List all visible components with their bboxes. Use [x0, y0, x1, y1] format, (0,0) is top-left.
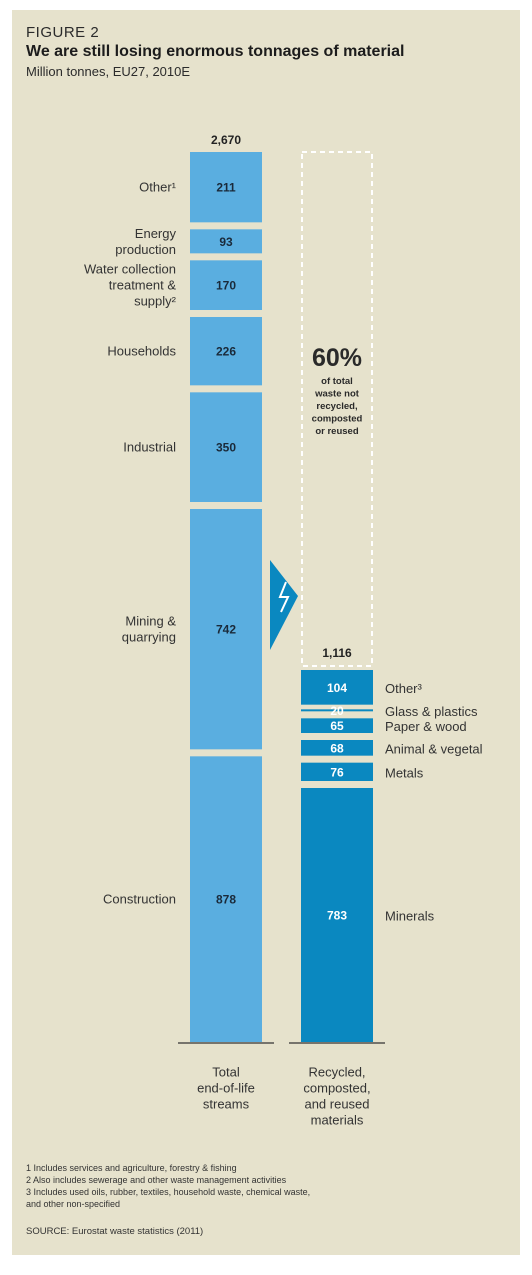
segment-value-label: 93 — [219, 235, 233, 249]
bar-segment-recycled-4 — [301, 709, 373, 712]
segment-value-label: 170 — [216, 279, 236, 293]
bar-segment-recycled-3 — [301, 718, 373, 733]
bar-segment-total-4 — [190, 260, 262, 310]
source-note: SOURCE: Eurostat waste statistics (2011) — [26, 1226, 204, 1237]
segment-category-label: Mining & quarrying — [122, 614, 177, 645]
bar-segment-recycled-1 — [301, 762, 373, 781]
segment-value-label: 742 — [216, 623, 236, 637]
segment-category-label: Industrial — [123, 440, 176, 455]
chart-title: We are still losing enormous tonnages of… — [26, 43, 405, 60]
segment-value-label: 350 — [216, 441, 236, 455]
bar-segment-total-3 — [190, 317, 262, 386]
lightning-bolt-icon — [278, 581, 290, 613]
bar-category-label: Recycled, composted, and reused materials — [303, 1065, 370, 1128]
bar-segment-recycled-0 — [301, 788, 373, 1042]
callout-line: composted — [312, 414, 363, 425]
footnote-3-cont: and other non-specified — [26, 1199, 121, 1209]
segment-category-label: Animal & vegetal — [385, 741, 483, 756]
figure-panel — [12, 10, 520, 1255]
segment-value-label: 878 — [216, 893, 236, 907]
segment-category-label: Other³ — [385, 681, 423, 696]
bar-segment-total-1 — [190, 509, 262, 750]
chart-subtitle: Million tonnes, EU27, 2010E — [26, 64, 191, 79]
bar-total-label: 2,670 — [211, 133, 241, 147]
segment-value-label: 783 — [327, 909, 347, 923]
segment-category-label: Minerals — [385, 909, 435, 924]
bar-segment-total-5 — [190, 229, 262, 254]
segment-value-label: 226 — [216, 345, 236, 359]
callout-line: or reused — [315, 426, 358, 437]
footnote-2: 2 Also includes sewerage and other waste… — [26, 1175, 287, 1185]
callout-line: of total — [321, 376, 353, 387]
segment-category-label: Paper & wood — [385, 719, 467, 734]
bar-total-label: 1,116 — [322, 646, 352, 660]
bar-segment-total-2 — [190, 392, 262, 502]
footnote-1: 1 Includes services and agriculture, for… — [26, 1163, 237, 1173]
footnote-3: 3 Includes used oils, rubber, textiles, … — [26, 1187, 311, 1197]
segment-category-label: Water collection treatment & supply² — [84, 262, 177, 309]
segment-value-label: 65 — [330, 719, 344, 733]
segment-value-label: 20 — [330, 704, 344, 718]
bar-segment-recycled-2 — [301, 740, 373, 756]
segment-value-label: 68 — [330, 741, 344, 755]
segment-category-label: Other¹ — [139, 180, 177, 195]
callout-percent: 60% — [312, 344, 362, 372]
callout-line: recycled, — [316, 401, 357, 412]
footnotes: 1 Includes services and agriculture, for… — [26, 1162, 310, 1210]
segment-category-label: Glass & plastics — [385, 704, 478, 719]
callout-line: waste not — [314, 389, 360, 400]
segment-value-label: 104 — [327, 681, 347, 695]
segment-category-label: Energy production — [115, 226, 176, 257]
bar-segment-recycled-5 — [301, 670, 373, 705]
segment-category-label: Households — [107, 344, 176, 359]
segment-value-label: 76 — [330, 765, 344, 779]
segment-category-label: Metals — [385, 765, 424, 780]
segment-value-label: 211 — [216, 181, 236, 195]
bar-category-label: Total end-of-life streams — [197, 1065, 255, 1112]
figure-label: FIGURE 2 — [26, 24, 100, 41]
bar-segment-total-0 — [190, 756, 262, 1042]
segment-category-label: Construction — [103, 892, 176, 907]
unrecovered-outline — [301, 151, 373, 667]
bar-segment-total-6 — [190, 152, 262, 223]
